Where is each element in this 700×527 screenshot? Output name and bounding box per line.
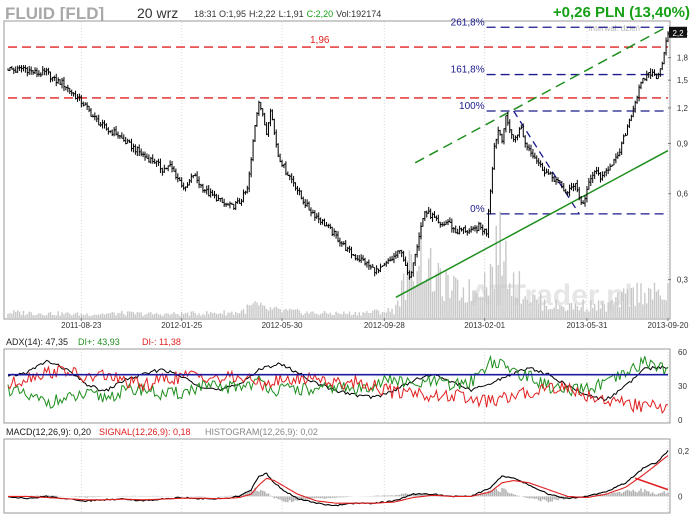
- macd-legend-macd: MACD(12,26,9): 0,20: [6, 427, 91, 437]
- symbol-title: FLUID [FLD]: [5, 4, 104, 23]
- adx-series-di: [7, 354, 669, 409]
- fibonacci-label: 100%: [459, 101, 485, 112]
- price-y-tick-label: 1,8: [677, 54, 689, 63]
- price-x-tick-label: 2013-09-20: [648, 321, 689, 330]
- price-layer: 2,2 1,8 1,5 1,2 0,9 0,6 0,3 2011-08-23 2012-01-2…: [7, 17, 689, 330]
- price-y-tick-label: 0,3: [677, 276, 689, 285]
- macd-layer: 0,20: [7, 439, 690, 513]
- macd-y-tick-label: 0: [678, 492, 683, 501]
- macd-divergence-line: [634, 477, 669, 491]
- fibonacci-label: 0%: [470, 204, 485, 215]
- macd-panel: [3, 438, 671, 514]
- adx-y-tick-label: 0: [678, 416, 683, 425]
- macd-legend: MACD(12,26,9): 0,20 SIGNAL(12,26,9): 0,1…: [6, 427, 318, 437]
- price-x-tick-label: 2012-01-25: [161, 321, 202, 330]
- price-y-tick-label: 0,9: [677, 139, 689, 148]
- ohlc-label: O:1,95 H:2,22 L:1,91 C:2,20 Vol:192174: [219, 9, 381, 19]
- macd-legend-signal: SIGNAL(12,26,9): 0,18: [99, 427, 191, 437]
- watermark: ATTrader.pl: [470, 279, 633, 312]
- macd-legend-histogram: HISTOGRAM(12,26,9): 0,02: [205, 427, 318, 437]
- header-bar: FLUID [FLD] 20 wrz 18:31 O:1,95 H:2,22 L:1…: [5, 4, 690, 23]
- price-y-tick-label: 1,5: [677, 76, 689, 85]
- fibonacci-label: 261,8%: [451, 17, 485, 28]
- price-x-tick-label: 2012-05-30: [262, 321, 303, 330]
- date-label: 20 wrz: [137, 5, 178, 21]
- price-panel: [3, 20, 671, 320]
- adx-legend-diplus: DI+: 43,93: [78, 337, 120, 347]
- price-x-tick-label: 2012-09-28: [364, 321, 405, 330]
- trend-channel-lower: [395, 149, 669, 298]
- adx-y-tick-label: 30: [678, 382, 687, 391]
- price-x-tick-label: 2011-08-23: [61, 321, 102, 330]
- resistance-label: 1,96: [310, 35, 330, 46]
- adx-series-di: [7, 365, 669, 415]
- change-label: +0,26 PLN (13,40%): [553, 4, 690, 21]
- price-y-tick-label: 1,2: [677, 104, 689, 113]
- adx-legend-adx: ADX(14): 47,35: [6, 337, 68, 347]
- fibonacci-label: 161,8%: [451, 65, 485, 76]
- adx-legend-diminus: DI-: 11,38: [142, 337, 181, 347]
- price-x-tick-label: 2013-02-01: [464, 321, 505, 330]
- interval-label: interwał: dzień: [589, 24, 640, 33]
- macd-series-signal: [8, 455, 669, 504]
- last-price-label: 2,2: [672, 29, 684, 38]
- macd-y-tick-label: 0,2: [678, 447, 690, 456]
- fibonacci-swing-line: [513, 110, 580, 215]
- adx-legend: ADX(14): 47,35 DI+: 43,93 DI-: 11,38: [6, 337, 181, 347]
- last-price-marker: [669, 26, 687, 38]
- adx-layer: 60 30 0: [7, 348, 687, 425]
- time-label: 18:31: [194, 9, 217, 19]
- price-x-tick-label: 2013-05-31: [566, 321, 607, 330]
- adx-y-tick-label: 60: [678, 348, 687, 357]
- price-y-tick-label: 0,6: [677, 190, 689, 199]
